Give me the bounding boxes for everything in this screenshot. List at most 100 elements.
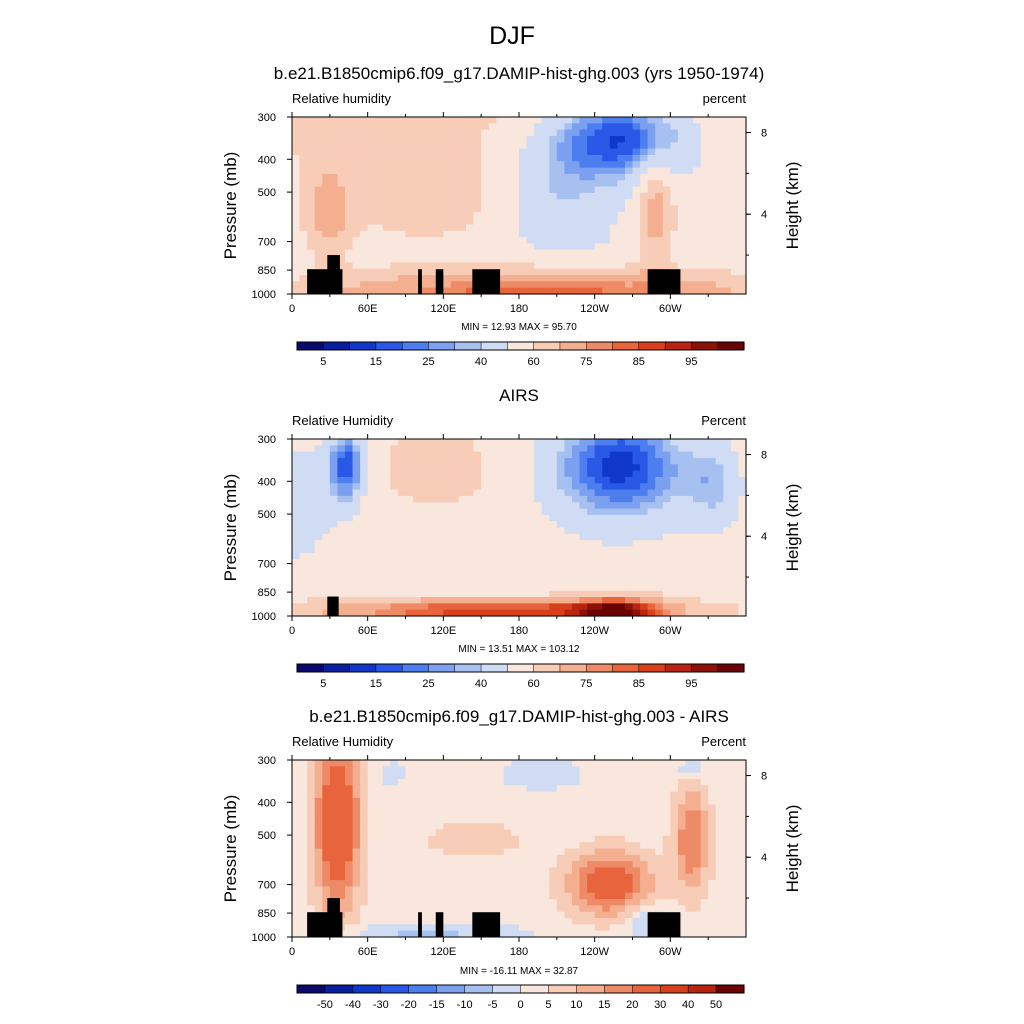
heatmap-cell [329, 590, 338, 598]
heatmap-cell [723, 476, 732, 484]
heatmap-cell [655, 540, 664, 548]
heatmap-cell [715, 508, 724, 516]
heatmap-cell [466, 464, 475, 472]
heatmap-cell [397, 167, 407, 175]
heatmap-cell [602, 546, 611, 554]
heatmap-cell [534, 791, 543, 799]
heatmap-cell [677, 804, 687, 812]
heatmap-cell [677, 237, 687, 245]
heatmap-cell [640, 766, 649, 774]
heatmap-cell [503, 772, 513, 780]
heatmap-cell [443, 154, 452, 162]
heatmap-cell [458, 905, 467, 913]
heatmap-cell [738, 597, 747, 604]
heatmap-cell [329, 867, 338, 875]
heatmap-cell [571, 199, 581, 207]
heatmap-cell [337, 451, 346, 459]
heatmap-cell [693, 123, 702, 131]
heatmap-cell [375, 495, 384, 503]
heatmap-cell [519, 785, 528, 793]
heatmap-cell [488, 451, 497, 459]
heatmap-cell [602, 117, 611, 124]
heatmap-cell [715, 521, 724, 529]
heatmap-cell [481, 552, 490, 560]
heatmap-cell [594, 237, 603, 245]
heatmap-cell [503, 905, 513, 913]
heatmap-cell [405, 249, 414, 257]
heatmap-cell [708, 578, 717, 585]
heatmap-cell [367, 476, 376, 484]
heatmap-cell [662, 816, 671, 824]
heatmap-cell [564, 848, 573, 856]
heatmap-cell [367, 148, 376, 156]
heatmap-cell [405, 224, 414, 232]
heatmap-cell [488, 495, 497, 503]
heatmap-cell [352, 778, 361, 786]
heatmap-cell [481, 540, 490, 548]
heatmap-cell [496, 489, 505, 497]
heatmap-cell [329, 186, 338, 194]
heatmap-cell [329, 797, 338, 805]
heatmap-cell [564, 173, 573, 181]
heatmap-cell [413, 180, 422, 188]
heatmap-cell [405, 760, 414, 767]
heatmap-cell [307, 590, 316, 598]
heatmap-cell [564, 514, 573, 522]
heatmap-cell [503, 823, 513, 831]
heatmap-cell [360, 565, 369, 573]
heatmap-cell [337, 867, 346, 875]
heatmap-cell [602, 804, 611, 812]
heatmap-cell [420, 508, 429, 516]
heatmap-cell [337, 552, 346, 560]
heatmap-cell [375, 287, 384, 295]
heatmap-cell [488, 829, 497, 837]
heatmap-cell [519, 559, 528, 567]
heatmap-cell [587, 829, 596, 837]
heatmap-cell [579, 243, 588, 251]
heatmap-cell [473, 797, 482, 805]
heatmap-cell [579, 211, 588, 219]
heatmap-cell [564, 192, 573, 200]
heatmap-cell [564, 609, 573, 617]
heatmap-cell [473, 249, 482, 257]
heatmap-cell [587, 180, 596, 188]
heatmap-cell [738, 785, 747, 793]
heatmap-cell [367, 489, 376, 497]
heatmap-cell [730, 842, 740, 850]
heatmap-cell [662, 791, 671, 799]
heatmap-cell [534, 905, 543, 913]
heatmap-cell [579, 287, 588, 295]
heatmap-cell [299, 584, 308, 592]
heatmap-cell [632, 880, 641, 888]
heatmap-cell [511, 464, 520, 472]
heatmap-cell [708, 287, 717, 295]
heatmap-cell [405, 256, 414, 263]
heatmap-cell [602, 810, 611, 818]
heatmap-cell [466, 161, 475, 169]
heatmap-cell [322, 135, 331, 143]
heatmap-cell [602, 508, 611, 516]
heatmap-cell [700, 766, 709, 774]
heatmap-cell [360, 117, 369, 124]
heatmap-cell [466, 508, 475, 516]
heatmap-cell [549, 161, 558, 169]
heatmap-cell [655, 829, 664, 837]
heatmap-cell [632, 905, 641, 913]
heatmap-cell [314, 829, 323, 837]
heatmap-cell [322, 464, 331, 472]
heatmap-cell [594, 816, 603, 824]
heatmap-cell [428, 135, 437, 143]
heatmap-cell [738, 211, 747, 219]
heatmap-cell [375, 603, 384, 611]
heatmap-cell [307, 117, 316, 124]
heatmap-cell [466, 603, 475, 611]
heatmap-cell [571, 117, 581, 124]
heatmap-cell [322, 514, 331, 522]
heatmap-cell [458, 797, 467, 805]
heatmap-cell [594, 148, 603, 156]
heatmap-cell [708, 180, 717, 188]
heatmap-cell [632, 148, 641, 156]
heatmap-cell [382, 892, 391, 900]
heatmap-cell [541, 829, 550, 837]
heatmap-cell [526, 804, 535, 812]
